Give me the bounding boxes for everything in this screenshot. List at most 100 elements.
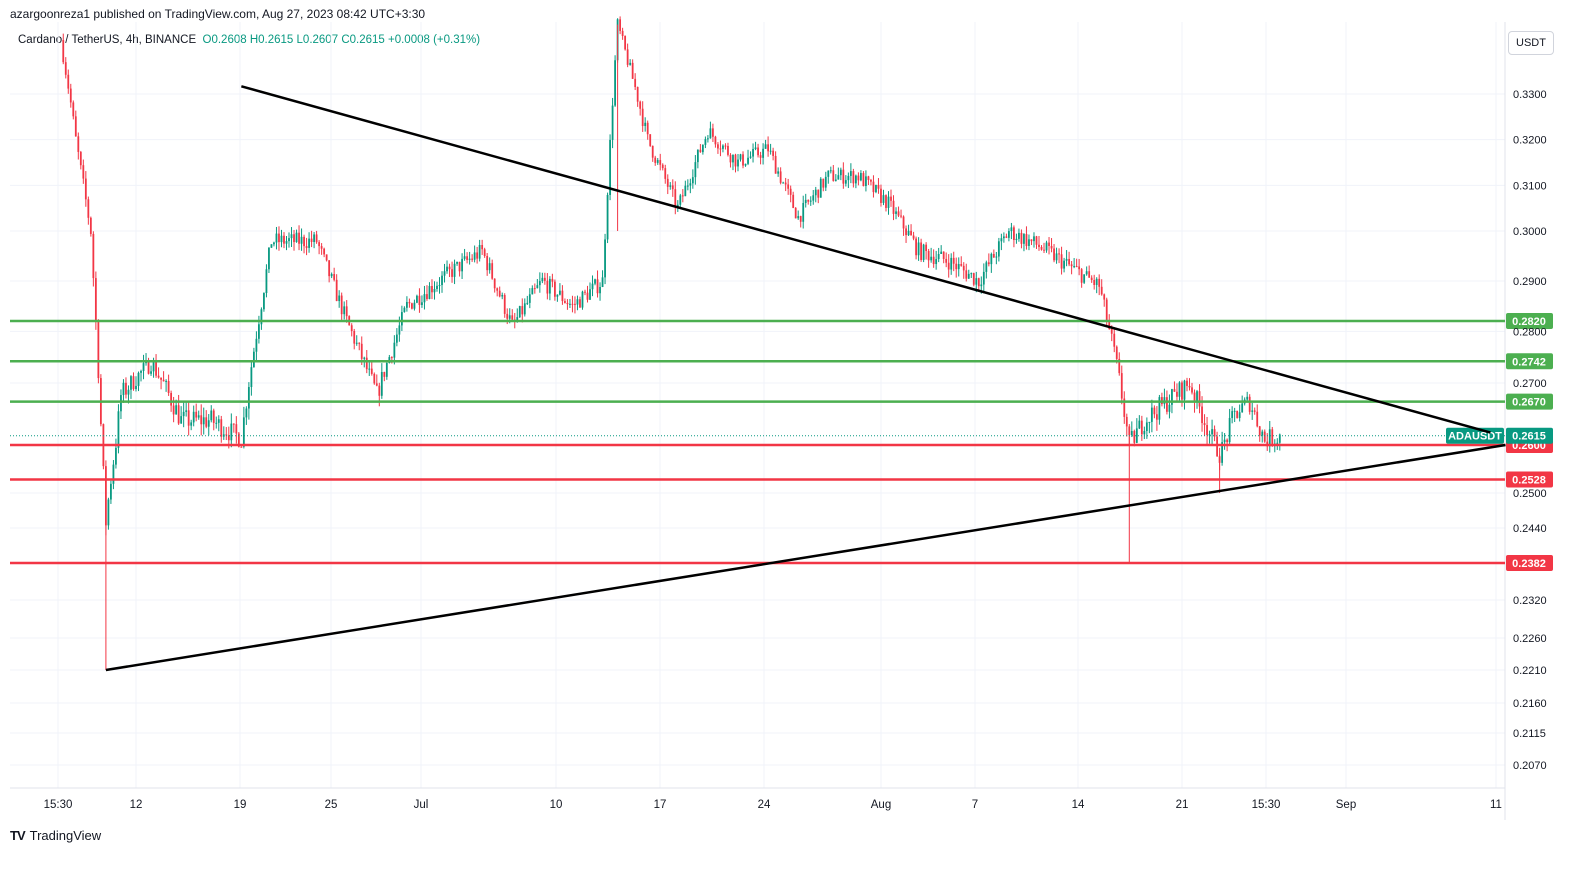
candle-body (170, 392, 173, 406)
candle-body (1013, 227, 1015, 241)
candle-body (912, 235, 915, 239)
candle-body (624, 36, 627, 50)
candle-body (107, 499, 110, 526)
candle-body (579, 299, 581, 308)
candle-body (854, 175, 857, 184)
x-tick-label: 11 (1490, 799, 1502, 811)
candle-body (897, 211, 900, 216)
candle-body (340, 295, 343, 315)
candle-body (569, 303, 571, 305)
candle-body (546, 280, 549, 294)
x-tick-label: 12 (130, 799, 143, 811)
candle-body (390, 357, 393, 359)
candle-body (62, 40, 65, 63)
candle-body (64, 62, 67, 75)
x-tick-label: Aug (871, 799, 891, 811)
candle-body (714, 136, 717, 145)
candle-body (441, 275, 443, 286)
candle-body (589, 289, 591, 300)
brand-name: TradingView (29, 828, 102, 843)
candle-body (651, 145, 654, 158)
candle-body (719, 148, 722, 150)
candle-body (1150, 407, 1153, 422)
candle-body (1000, 238, 1003, 242)
x-tick-label: 7 (972, 799, 978, 811)
candle-body (742, 154, 744, 166)
candle-body (398, 325, 401, 335)
candle-body (1256, 411, 1259, 427)
candle-body (737, 159, 739, 167)
y-tick-label: 0.2500 (1513, 488, 1547, 500)
candle-body (252, 351, 255, 368)
candle-body (915, 238, 917, 256)
trendline-ascending[interactable] (105, 443, 1506, 672)
candle-body (426, 294, 428, 299)
candle-body (283, 235, 285, 244)
candle-body (977, 278, 980, 287)
candle-body (466, 256, 468, 260)
candle-body (365, 357, 368, 370)
candle-body (210, 410, 213, 421)
candle-body (418, 295, 421, 305)
candle-body (523, 303, 526, 315)
candle-body (960, 264, 963, 266)
candle-body (1033, 236, 1035, 242)
y-tick-label: 0.2800 (1513, 326, 1547, 338)
candle-body (749, 156, 752, 158)
trendline-descending[interactable] (241, 85, 1491, 434)
candle-body (777, 171, 780, 174)
candle-body (360, 343, 363, 359)
candle-body (433, 289, 436, 293)
candle-body (212, 410, 215, 423)
y-tick-label: 0.3300 (1513, 89, 1547, 101)
candle-body (177, 405, 180, 424)
candle-body (345, 306, 348, 317)
candle-body (649, 134, 652, 146)
candle-body (985, 262, 988, 272)
candle-body (1090, 277, 1093, 281)
support-level-label-bg (1506, 555, 1553, 571)
candle-body (1125, 416, 1128, 427)
candle-body (258, 324, 260, 339)
candle-body (553, 281, 556, 297)
candle-body (732, 154, 734, 163)
candle-body (1115, 346, 1118, 359)
currency-button[interactable]: USDT (1508, 31, 1554, 55)
candle-body (571, 303, 574, 305)
candle-body (995, 256, 998, 258)
y-tick-label: 0.2260 (1513, 633, 1547, 645)
candle-body (112, 464, 115, 484)
candle-body (383, 372, 386, 377)
candle-body (1148, 421, 1151, 423)
candle-body (559, 290, 561, 295)
candle-body (679, 195, 682, 205)
candle-body (1018, 232, 1020, 239)
candle-body (320, 246, 323, 249)
candle-body (1008, 231, 1010, 238)
candle-body (207, 420, 210, 427)
candle-body (543, 277, 546, 281)
candle-body (955, 263, 958, 270)
candle-body (704, 139, 707, 145)
candle-body (416, 295, 418, 303)
candle-body (313, 234, 315, 242)
candle-body (338, 295, 341, 302)
candle-body (724, 145, 727, 147)
candle-body (922, 244, 925, 260)
candle-body (250, 367, 253, 388)
candle-body (847, 175, 850, 181)
x-tick-label: 25 (325, 799, 338, 811)
y-tick-label: 0.2160 (1513, 698, 1547, 710)
y-tick-label: 0.3100 (1513, 180, 1547, 192)
candle-body (870, 180, 872, 182)
candle-body (195, 411, 198, 418)
candle-body (77, 136, 80, 152)
y-tick-label: 0.2070 (1513, 760, 1547, 772)
candle-body (1055, 253, 1058, 261)
candle-body (1002, 236, 1005, 239)
candle-body (975, 278, 978, 285)
candle-body (932, 256, 935, 265)
candle-body (1035, 236, 1038, 245)
resistance-level-label-bg (1506, 353, 1553, 370)
